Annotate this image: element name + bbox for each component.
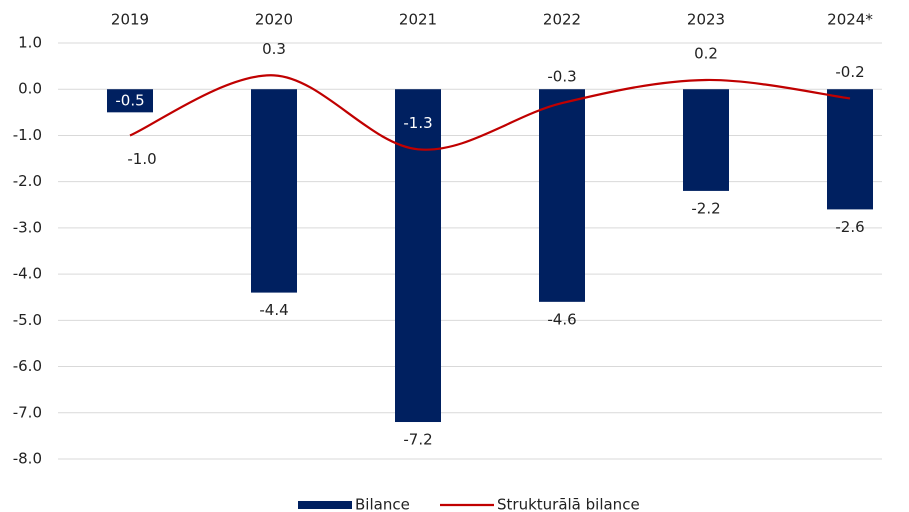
line-value-label: -0.2 xyxy=(835,63,864,81)
bar-value-label: -2.2 xyxy=(691,199,720,217)
bar xyxy=(107,89,153,113)
y-tick-label: -8.0 xyxy=(13,450,42,468)
y-tick-label: -2.0 xyxy=(13,172,42,190)
x-tick-label: 2023 xyxy=(687,11,725,29)
x-tick-label: 2019 xyxy=(111,11,149,29)
y-tick-label: -3.0 xyxy=(13,218,42,236)
line-value-label: -0.3 xyxy=(547,68,576,86)
y-tick-label: -6.0 xyxy=(13,357,42,375)
y-tick-label: -1.0 xyxy=(13,126,42,144)
bar-value-label: -0.5 xyxy=(115,91,144,109)
line-value-label: -1.3 xyxy=(403,114,432,132)
legend-swatch xyxy=(298,501,352,509)
y-tick-label: -7.0 xyxy=(13,403,42,421)
line-value-label: 0.2 xyxy=(694,44,718,62)
line-value-label: 0.3 xyxy=(262,40,286,58)
bar xyxy=(251,89,297,293)
bar-value-label: -7.2 xyxy=(403,431,432,449)
bar xyxy=(827,89,873,210)
line xyxy=(129,74,851,151)
bar xyxy=(395,89,441,423)
y-tick-label: 0.0 xyxy=(18,80,42,98)
bar-value-label: -4.4 xyxy=(259,301,288,319)
x-tick-label: 2021 xyxy=(399,11,437,29)
y-tick-label: -5.0 xyxy=(13,311,42,329)
legend-label: Bilance xyxy=(355,496,410,512)
line-value-label: -1.0 xyxy=(127,150,156,168)
bar xyxy=(683,89,729,191)
x-tick-label: 2022 xyxy=(543,11,581,29)
bar-value-label: -2.6 xyxy=(835,218,864,236)
x-tick-label: 2020 xyxy=(255,11,293,29)
bar xyxy=(539,89,585,302)
y-tick-label: 1.0 xyxy=(18,34,42,52)
legend-label: Strukturālā bilance xyxy=(497,496,640,512)
x-tick-label: 2024* xyxy=(827,11,873,29)
bar-value-label: -4.6 xyxy=(547,310,576,328)
y-tick-label: -4.0 xyxy=(13,265,42,283)
